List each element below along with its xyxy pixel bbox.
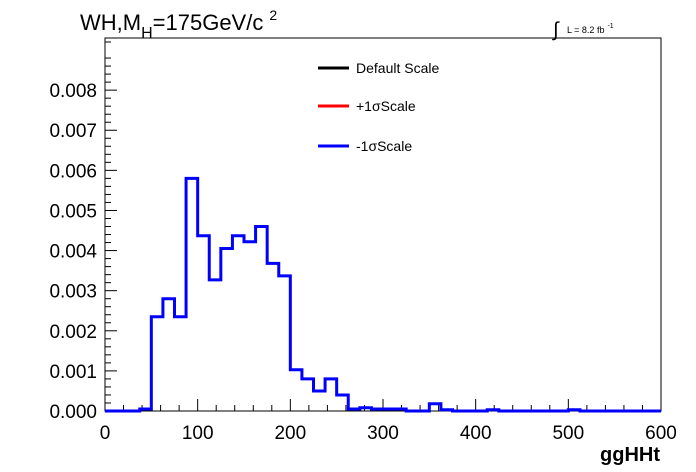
plot-frame [104, 37, 662, 412]
y-tick-label: 0.007 [49, 121, 97, 142]
y-tick-label: 0.001 [49, 362, 97, 383]
legend-label-plus1sigma: +1σScale [356, 98, 416, 114]
legend-label-default: Default Scale [356, 60, 439, 76]
x-tick-label: 300 [367, 423, 399, 444]
y-tick-label: 0.004 [49, 242, 97, 263]
x-tick-label: 600 [645, 423, 677, 444]
x-tick-label: 100 [182, 423, 214, 444]
y-tick-label: 0.000 [49, 402, 97, 423]
plot-title: WH,MH=175GeV/c 2 [80, 7, 277, 42]
y-tick-label: 0.008 [49, 81, 97, 102]
y-tick-label: 0.006 [49, 161, 97, 182]
x-axis: 0 100 200 300 400 500 600 [100, 399, 677, 444]
x-tick-label: 400 [460, 423, 492, 444]
lumi-integral: ∫ [552, 19, 560, 41]
y-tick-label: 0.005 [49, 201, 97, 222]
y-axis: 0.000 0.001 0.002 0.003 0.004 0.005 0.006 0.007… [49, 41, 117, 423]
x-tick-label: 500 [552, 423, 584, 444]
y-tick-label: 0.003 [49, 282, 97, 303]
x-tick-label: 0 [100, 423, 111, 444]
lumi-label: L = 8.2 fb -1 [567, 23, 614, 35]
legend: Default Scale +1σScale -1σScale [318, 60, 439, 154]
histogram-series [105, 176, 661, 413]
x-tick-label: 200 [274, 423, 306, 444]
y-tick-label: 0.002 [49, 322, 97, 343]
series-layer [105, 176, 661, 413]
legend-label-minus1sigma: -1σScale [356, 138, 412, 154]
x-axis-title: ggHHt [600, 444, 660, 466]
